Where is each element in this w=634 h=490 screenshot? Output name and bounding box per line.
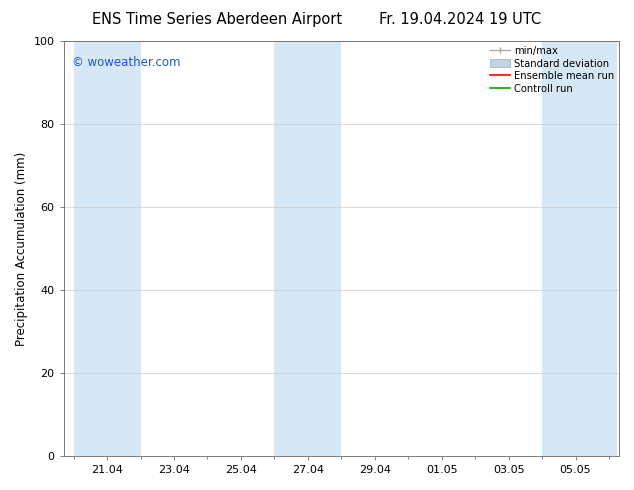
Bar: [74, 41, 141, 456]
Text: © woweather.com: © woweather.com: [72, 55, 181, 69]
Bar: [542, 41, 618, 456]
Text: ENS Time Series Aberdeen Airport        Fr. 19.04.2024 19 UTC: ENS Time Series Aberdeen Airport Fr. 19.…: [93, 12, 541, 27]
Legend: min/max, Standard deviation, Ensemble mean run, Controll run: min/max, Standard deviation, Ensemble me…: [488, 44, 616, 96]
Bar: [275, 41, 341, 456]
Y-axis label: Precipitation Accumulation (mm): Precipitation Accumulation (mm): [15, 151, 28, 345]
